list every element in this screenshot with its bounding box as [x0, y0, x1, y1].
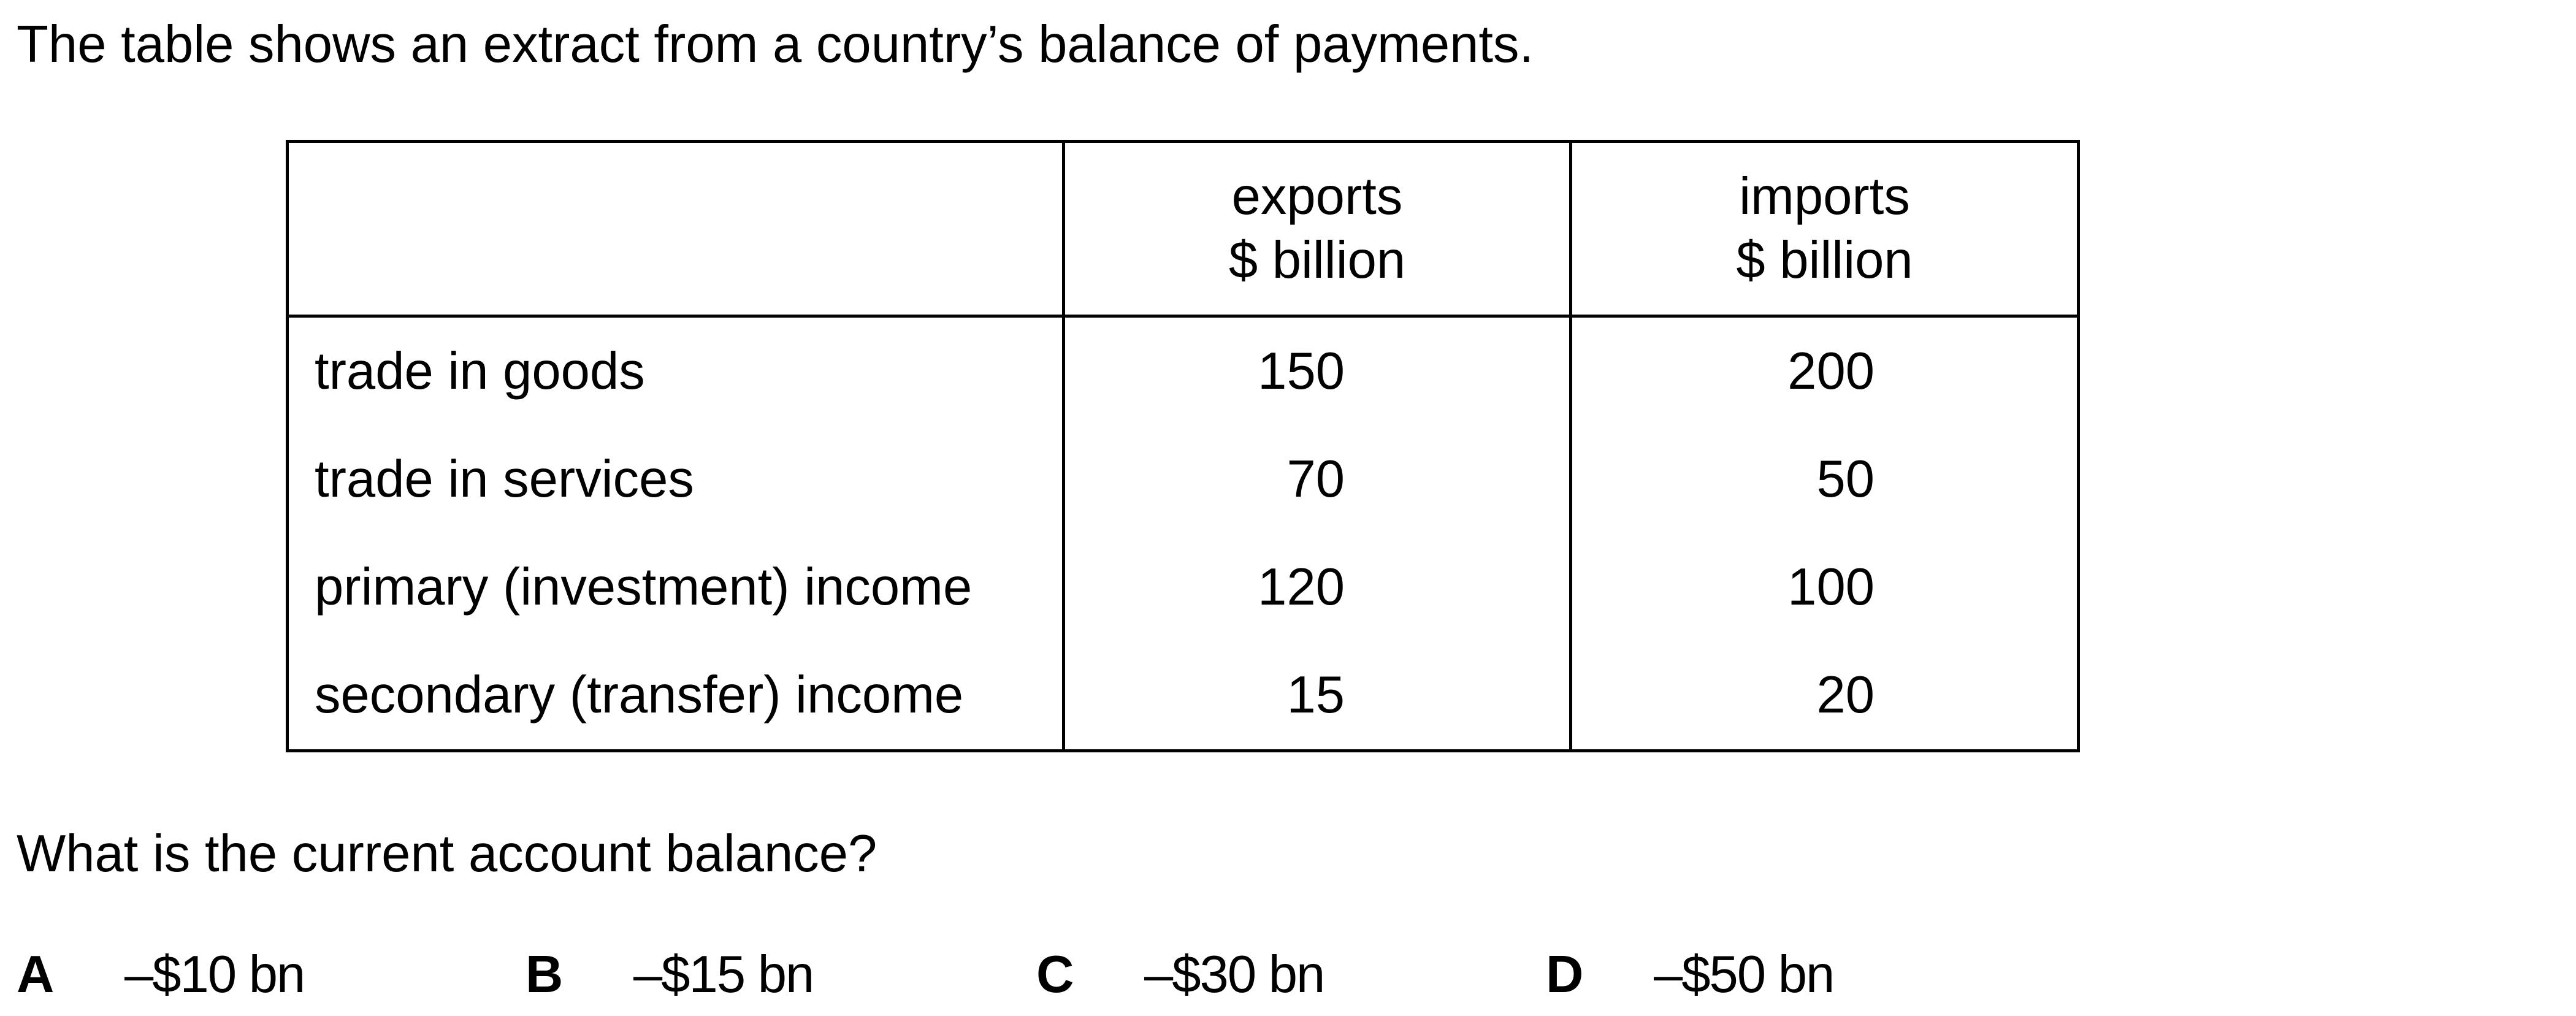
header-exports-line2: $ billion — [1228, 231, 1406, 289]
option-letter: A — [17, 945, 55, 1004]
header-exports-line1: exports — [1231, 167, 1403, 226]
row-label: primary (investment) income — [286, 533, 1065, 641]
row-imports-value: 50 — [1569, 426, 2080, 533]
header-exports: exports $ billion — [1062, 140, 1572, 318]
option-d[interactable]: D –$50 bn — [1546, 941, 1835, 1009]
balance-of-payments-table: exports $ billion imports $ billion trad… — [286, 140, 2080, 752]
answer-options: A –$10 bn B –$15 bn C –$30 bn D –$50 bn — [0, 941, 2576, 1009]
option-value: –$15 bn — [633, 945, 814, 1004]
table-row: trade in goods 150 200 — [286, 316, 2080, 426]
table-row: trade in services 70 50 — [286, 426, 2080, 533]
question-text: What is the current account balance? — [17, 825, 877, 883]
table-row: secondary (transfer) income 15 20 — [286, 641, 2080, 752]
row-exports-value: 120 — [1062, 533, 1572, 641]
table-header-row: exports $ billion imports $ billion — [286, 140, 2080, 318]
intro-text: The table shows an extract from a countr… — [17, 15, 1534, 74]
row-exports-value: 150 — [1062, 316, 1572, 426]
row-imports-value: 100 — [1569, 533, 2080, 641]
option-value: –$50 bn — [1654, 945, 1835, 1004]
header-imports-line1: imports — [1739, 167, 1910, 226]
row-label: trade in services — [286, 426, 1065, 533]
option-letter: C — [1036, 945, 1074, 1004]
option-value: –$30 bn — [1144, 945, 1325, 1004]
row-imports-value: 20 — [1569, 641, 2080, 752]
row-exports-value: 70 — [1062, 426, 1572, 533]
option-value: –$10 bn — [124, 945, 305, 1004]
row-imports-value: 200 — [1569, 316, 2080, 426]
option-a[interactable]: A –$10 bn — [17, 941, 305, 1009]
header-blank-cell — [286, 140, 1065, 318]
option-letter: D — [1546, 945, 1584, 1004]
option-b[interactable]: B –$15 bn — [526, 941, 814, 1009]
row-label: trade in goods — [286, 316, 1065, 426]
row-exports-value: 15 — [1062, 641, 1572, 752]
row-label: secondary (transfer) income — [286, 641, 1065, 752]
header-imports: imports $ billion — [1569, 140, 2080, 318]
option-c[interactable]: C –$30 bn — [1036, 941, 1325, 1009]
option-letter: B — [526, 945, 564, 1004]
header-imports-line2: $ billion — [1736, 231, 1913, 289]
table-row: primary (investment) income 120 100 — [286, 533, 2080, 641]
